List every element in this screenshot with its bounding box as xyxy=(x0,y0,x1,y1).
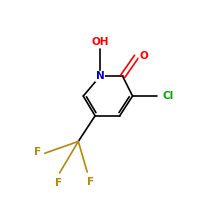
Text: OH: OH xyxy=(91,37,109,47)
Text: F: F xyxy=(55,178,62,188)
Text: F: F xyxy=(34,147,41,157)
Text: N: N xyxy=(96,71,104,81)
Text: O: O xyxy=(139,51,148,61)
Text: F: F xyxy=(87,177,94,187)
Text: Cl: Cl xyxy=(162,91,173,101)
